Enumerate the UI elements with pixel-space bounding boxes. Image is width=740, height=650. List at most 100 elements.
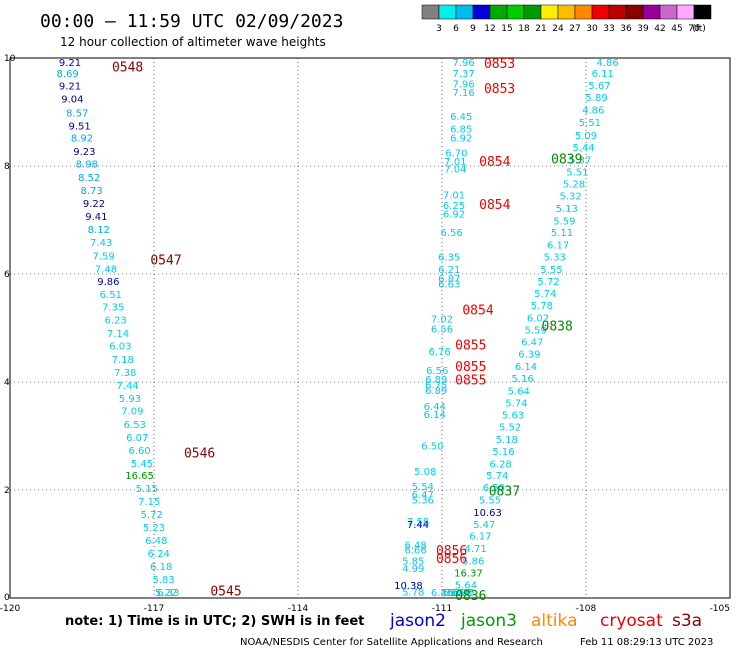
swh-value: 5.08: [414, 467, 436, 478]
colorbar-label: 18: [518, 24, 530, 34]
swh-value: 5.55: [540, 265, 562, 276]
swh-value: 5.44: [572, 143, 594, 154]
swh-value: 5.64: [455, 580, 477, 591]
swh-value: 7.59: [92, 251, 114, 262]
swh-value: 7.04: [444, 164, 466, 175]
swh-value: 5.74: [505, 398, 527, 409]
swh-value: 7.18: [112, 355, 134, 366]
swh-value: 6.35: [431, 588, 453, 599]
swh-value: 5.67: [588, 81, 610, 92]
swh-value: 8.12: [88, 225, 110, 236]
swh-value: 6.63: [438, 280, 460, 291]
swh-value: 5.51: [579, 118, 601, 129]
x-tick-label: -120: [0, 604, 20, 614]
colorbar: 3 6 9 12 15 18 21 24 27 30 33 36 39 42 45 70(ft): [421, 4, 712, 34]
swh-value: 5.93: [450, 588, 472, 599]
swh-value: 5.47: [473, 520, 495, 531]
swh-value: 6.50: [483, 483, 505, 494]
swh-value: 6.23: [104, 316, 126, 327]
swh-value: 5.55: [479, 496, 501, 507]
y-tick-label: 0: [4, 593, 10, 603]
swh-value: 7.96: [452, 80, 474, 91]
colorbar-label: 15: [501, 24, 512, 34]
swh-value: 5.22: [155, 588, 177, 599]
pass-label: 0853: [484, 57, 515, 72]
colorbar-label: 3: [436, 24, 442, 34]
x-tick-label: -117: [144, 604, 164, 614]
colorbar-label: 36: [620, 24, 632, 34]
swh-value: 5.74: [486, 471, 508, 482]
colorbar-swatch: [591, 4, 610, 20]
swh-value: 5.89: [585, 93, 607, 104]
pass-label: 0854: [462, 304, 493, 319]
legend-jason3: jason3: [460, 611, 517, 631]
colorbar-swatch: [574, 4, 593, 20]
swh-value: 6.53: [124, 420, 146, 431]
colorbar-label: 24: [552, 24, 564, 34]
swh-value: 6.17: [469, 532, 491, 543]
swh-value: 6.14: [515, 362, 537, 373]
pass-label: 0855: [455, 360, 486, 375]
pass-label: 0855: [455, 339, 486, 354]
swh-value: 5.54: [412, 482, 434, 493]
pass-label: 0547: [150, 253, 181, 268]
swh-value: 7.38: [114, 368, 136, 379]
swh-value: 5.86: [462, 557, 484, 568]
colorbar-swatch: [455, 4, 474, 20]
pass-label: 0839: [551, 152, 582, 167]
swh-value: 9.23: [73, 147, 95, 158]
colorbar-swatch: [642, 4, 661, 20]
swh-value: 8.57: [66, 108, 88, 119]
swh-value: 6.56: [426, 366, 448, 377]
swh-value: 4.86: [582, 106, 604, 117]
swh-value: 6.70: [445, 148, 467, 159]
swh-value: 5.78: [402, 587, 424, 598]
swh-value: 6.66: [404, 546, 426, 557]
y-tick-label: 8: [4, 162, 10, 172]
x-tick-label: -114: [288, 604, 309, 614]
swh-value: 6.35: [438, 253, 460, 264]
swh-value: 6.56: [431, 324, 453, 335]
colorbar-swatch: [608, 4, 627, 20]
axis-ticks: -120 -117 -114 -111 -108 -105 0 2 4 6 8 10: [0, 54, 730, 614]
plot-area: [9, 57, 731, 599]
pass-label: 0853: [484, 82, 515, 97]
pass-label: 0854: [479, 155, 510, 170]
colorbar-swatch: [421, 4, 440, 20]
swh-value: 6.76: [428, 347, 450, 358]
pass-label: 0855: [455, 374, 486, 389]
swh-value: 6.39: [518, 350, 540, 361]
swh-value: 9.21: [59, 81, 81, 92]
swh-value: 7.37: [452, 69, 474, 80]
swh-value: 5.37: [569, 155, 591, 166]
legend-cryosat: cryosat: [600, 611, 663, 631]
colorbar-swatch: [676, 4, 695, 20]
colorbar-swatch: [523, 4, 542, 20]
swh-value: 6.03: [109, 342, 131, 353]
swh-value: 6.92: [450, 134, 472, 145]
swh-value: 5.45: [131, 459, 153, 470]
swh-value: 8.73: [80, 186, 102, 197]
swh-value: 5.15: [136, 484, 158, 495]
colorbar-label: 33: [603, 24, 614, 34]
swh-value: 6.45: [450, 112, 472, 123]
swh-value: 6.48: [404, 540, 426, 551]
y-tick-label: 4: [4, 378, 10, 388]
pass-label: 0836: [455, 589, 486, 604]
swh-value: 9.21: [59, 58, 81, 69]
swh-value: 6.47: [412, 490, 434, 501]
pass-label: 0548: [112, 61, 143, 76]
swh-value: 8.98: [76, 160, 98, 171]
swh-value: 6.27: [448, 588, 470, 599]
pass-label: 0546: [184, 447, 215, 462]
swh-value: 5.78: [531, 301, 553, 312]
colorbar-swatch: [540, 4, 559, 20]
swh-value: 8.92: [71, 134, 93, 145]
swh-value: 6.07: [126, 433, 148, 444]
colorbar-label: 9: [470, 24, 476, 34]
pass-label: 0856: [436, 552, 467, 567]
swh-value: 6.44: [424, 402, 446, 413]
colorbar-label: 70: [688, 24, 700, 34]
swh-value: 7.44: [407, 520, 429, 531]
